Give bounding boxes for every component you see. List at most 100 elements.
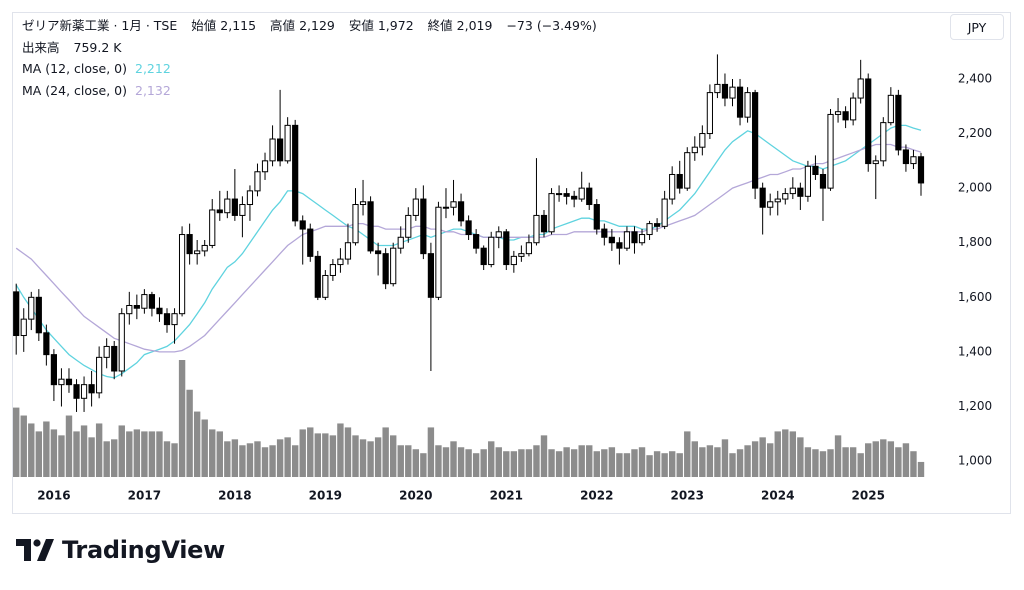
volume-bar (812, 449, 819, 477)
volume-bar (472, 453, 480, 477)
candle-body (224, 198, 231, 214)
volume-bar (608, 447, 616, 477)
candle-body (254, 171, 261, 192)
volume-bar (782, 429, 789, 477)
candle-body (819, 173, 827, 189)
volume-bar (382, 427, 389, 477)
volume-bar (420, 453, 427, 477)
volume-bar (480, 449, 487, 477)
volume-bar (714, 447, 721, 477)
volume-bar (307, 427, 314, 477)
currency-button[interactable]: JPY (950, 14, 1004, 40)
ma-name: MA (24, close, 0) (22, 82, 128, 98)
candle-body (126, 305, 133, 315)
volume-bar (849, 447, 857, 477)
candle-body (902, 149, 910, 165)
volume-bar (352, 435, 359, 477)
candle-body (88, 384, 95, 394)
volume-bar (111, 439, 118, 477)
change-pct: (−3.49%) (536, 18, 597, 33)
candle-body (111, 345, 118, 372)
chart-border (12, 12, 1011, 514)
candle-body (141, 294, 148, 309)
candle-body (299, 220, 306, 230)
volume-bar (804, 447, 812, 477)
x-tick-label: 2018 (218, 489, 251, 503)
open-label: 始値 (191, 18, 217, 33)
volume-bar (457, 447, 465, 477)
legend: ゼリア新薬工業 · 1月 · TSE 始値 2,115 高値 2,129 安値 1,9… (22, 15, 601, 101)
candle-body (721, 83, 729, 99)
volume-bar (299, 429, 306, 477)
volume-bar (631, 449, 638, 477)
volume-bar (442, 447, 450, 477)
candle-body (744, 92, 751, 118)
x-tick-label: 2017 (128, 489, 161, 503)
candle-body (35, 296, 42, 334)
candle-body (872, 160, 879, 165)
volume-bar (503, 451, 510, 477)
volume-bar (834, 435, 842, 477)
volume-bar (50, 429, 58, 477)
candle-body (50, 354, 57, 386)
candle-body (865, 78, 872, 165)
x-tick-label: 2023 (671, 489, 704, 503)
volume-bar (797, 437, 804, 477)
x-tick-label: 2021 (490, 489, 523, 503)
candle-body (850, 97, 857, 121)
volume-bar (623, 453, 631, 477)
candle-body (789, 187, 796, 195)
volume-bar (35, 431, 43, 477)
candle-body (895, 94, 902, 151)
candle-body (314, 255, 321, 298)
candle-body (857, 78, 864, 99)
volume-bar (103, 441, 110, 477)
x-tick-label: 2016 (37, 489, 70, 503)
candle-body (231, 198, 238, 216)
candle-body (80, 384, 88, 399)
volume-bar (412, 449, 420, 477)
candle-body (96, 356, 103, 394)
volume-bar (80, 425, 88, 477)
candle-body (759, 187, 766, 208)
volume-bar (548, 449, 555, 477)
candle-body (917, 156, 925, 184)
volume-bar (819, 451, 827, 477)
volume-bar (495, 447, 502, 477)
candle-body (20, 318, 27, 337)
volume-bar (95, 423, 103, 477)
volume-bar (65, 415, 73, 477)
low-value: 1,972 (377, 18, 414, 33)
x-tick-label: 2022 (580, 489, 613, 503)
candle-body (684, 152, 691, 189)
close-value: 2,019 (456, 18, 493, 33)
volume-bar (359, 439, 367, 477)
volume-bar (593, 451, 600, 477)
volume-bar (676, 453, 683, 477)
candle-body (156, 307, 163, 315)
y-tick-label: 2,000 (958, 181, 992, 195)
volume-bar (510, 451, 518, 477)
candle-body (58, 378, 65, 386)
candle-body (457, 201, 465, 222)
volume-bar (291, 445, 299, 477)
candle-body (261, 160, 269, 173)
marks: 1,000 1,200 1,400 1,600 1,800 2,000 2,200 2,400… (13, 54, 992, 503)
volume-bar (759, 437, 766, 477)
volume-bar (774, 431, 781, 477)
volume-bar (638, 447, 646, 477)
volume-bar (465, 449, 472, 477)
candle-body (269, 138, 276, 162)
volume-bar (133, 429, 141, 477)
volume-bar (126, 431, 133, 477)
volume-bar (344, 427, 352, 477)
volume-bar (193, 411, 201, 477)
volume-bar (555, 451, 563, 477)
volume-bar (721, 439, 729, 477)
volume-bar (20, 415, 27, 477)
volume-bar (254, 441, 261, 477)
volume-bar (28, 423, 35, 477)
volume-bar (163, 441, 171, 477)
candle-body (767, 201, 774, 208)
volume-bar (857, 453, 864, 477)
